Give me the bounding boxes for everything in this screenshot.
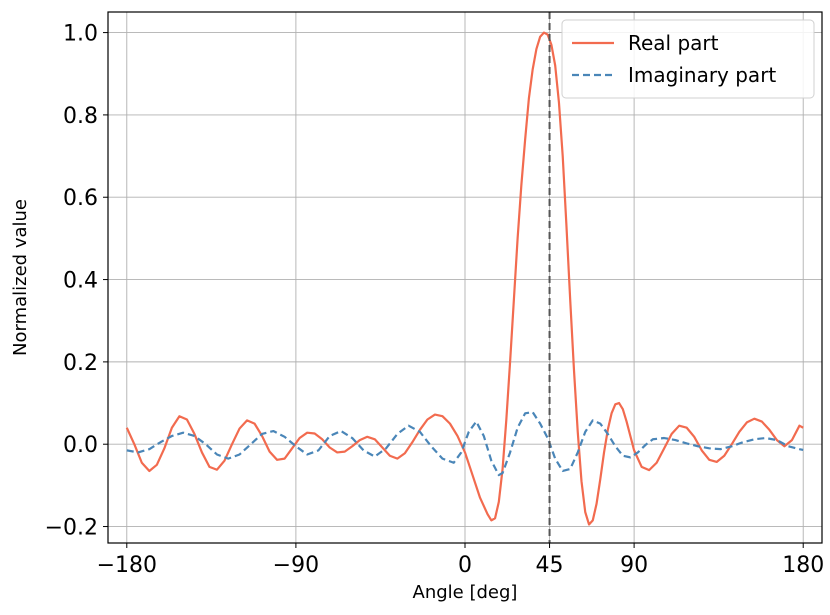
legend-label: Real part	[628, 31, 719, 55]
x-axis-label: Angle [deg]	[413, 582, 518, 603]
plot-lines	[125, 12, 804, 543]
legend: Real part Imaginary part	[561, 19, 815, 99]
series-line-1	[126, 411, 804, 477]
x-tick-label: −90	[273, 553, 319, 578]
x-tick-label: 180	[782, 553, 824, 578]
x-axis-ticks: −180 −90 0 45 90 180	[97, 543, 824, 578]
legend-label: Imaginary part	[628, 63, 776, 87]
x-tick-label: 90	[620, 553, 648, 578]
y-tick-label: 0.0	[63, 433, 98, 458]
y-axis-ticks: −0.2 0.0 0.2 0.4 0.6 0.8 1.0	[45, 22, 108, 541]
y-tick-label: 0.8	[63, 104, 98, 129]
y-tick-label: −0.2	[45, 516, 98, 541]
y-axis-label: Normalized value	[10, 199, 31, 356]
series-line-0	[125, 31, 804, 526]
legend-box	[561, 19, 815, 99]
x-tick-label: 45	[536, 553, 564, 578]
y-tick-label: 0.4	[63, 269, 98, 294]
y-tick-label: 0.2	[63, 351, 98, 376]
x-tick-label: −180	[97, 553, 157, 578]
y-tick-label: 0.6	[63, 186, 98, 211]
x-tick-label: 0	[458, 553, 472, 578]
y-tick-label: 1.0	[63, 22, 98, 47]
